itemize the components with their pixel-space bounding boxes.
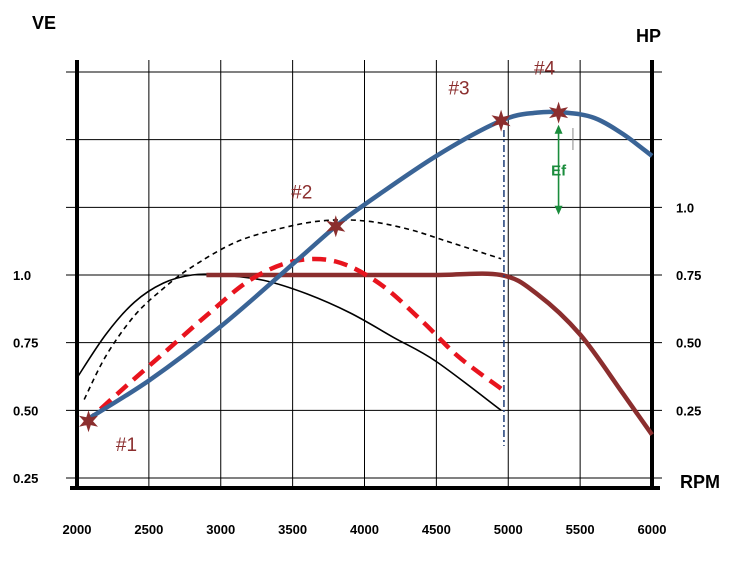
star-marker-icon xyxy=(491,109,511,132)
left-tick-label: 1.0 xyxy=(13,268,31,283)
right-tick-label: 0.25 xyxy=(676,403,701,418)
right-axis-title: HP xyxy=(636,26,661,46)
x-tick-label: 4000 xyxy=(350,522,379,537)
point-label: #1 xyxy=(116,435,137,456)
annotation-layer: Ef #1 #2 #3 #4 xyxy=(79,59,575,456)
star-marker-icon xyxy=(79,410,98,433)
star-marker-icon xyxy=(549,101,569,124)
right-tick-label: 0.75 xyxy=(676,268,701,283)
x-tick-label: 3000 xyxy=(206,522,235,537)
x-tick-label: 3500 xyxy=(278,522,307,537)
tick-labels: 2000 2500 3000 3500 4000 4500 5000 5500 6000 1.0 0… xyxy=(13,200,701,537)
x-axis-title: RPM xyxy=(680,472,720,492)
series-layer xyxy=(76,109,654,436)
axes xyxy=(70,60,660,490)
series-line-hp-curve xyxy=(83,109,654,424)
x-tick-label: 5500 xyxy=(566,522,595,537)
left-tick-label: 0.75 xyxy=(13,336,38,351)
ef-arrow-down-icon xyxy=(554,205,563,215)
point-label: #3 xyxy=(448,79,469,100)
x-tick-label: 5000 xyxy=(494,522,523,537)
x-tick-label: 2500 xyxy=(134,522,163,537)
x-tick-label: 6000 xyxy=(638,522,667,537)
x-tick-label: 2000 xyxy=(63,522,92,537)
star-marker-icon xyxy=(326,215,346,238)
left-tick-label: 0.25 xyxy=(13,471,38,486)
series-line-ve-dashed-thin xyxy=(83,219,502,400)
ef-label: Ef xyxy=(551,163,567,180)
right-tick-label: 1.0 xyxy=(676,200,694,215)
point-label: #4 xyxy=(534,59,556,80)
left-tick-label: 0.50 xyxy=(13,403,38,418)
ef-arrow-up-icon xyxy=(554,124,563,134)
x-tick-label: 4500 xyxy=(422,522,451,537)
series-line-ve-solid-thin xyxy=(76,273,502,411)
point-label: #2 xyxy=(291,182,312,203)
right-tick-label: 0.50 xyxy=(676,336,701,351)
left-axis-title: VE xyxy=(32,13,56,33)
series-line-ve-flat-brown xyxy=(206,271,654,436)
